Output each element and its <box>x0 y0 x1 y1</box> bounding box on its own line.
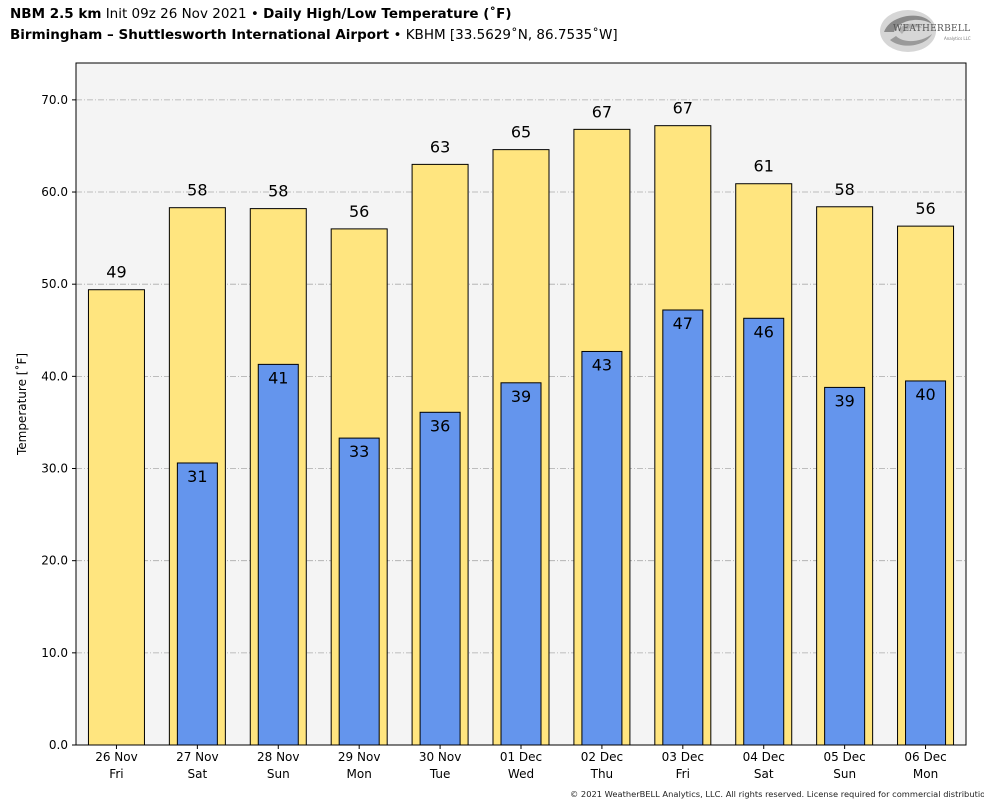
logo-subtext: Analytics LLC <box>944 36 971 41</box>
y-tick-label: 70.0 <box>41 93 68 107</box>
y-tick-label: 20.0 <box>41 554 68 568</box>
low-temp-label: 43 <box>592 355 612 374</box>
logo-wordmark: WEATHERBELL <box>893 24 971 34</box>
x-tick-date: 04 Dec <box>743 750 785 764</box>
station-line: Birmingham – Shuttlesworth International… <box>10 27 618 43</box>
x-tick-weekday: Fri <box>109 767 123 781</box>
y-tick-label: 50.0 <box>41 277 68 291</box>
x-tick-date: 05 Dec <box>823 750 865 764</box>
low-temp-label: 36 <box>430 416 450 435</box>
x-tick-date: 29 Nov <box>338 750 381 764</box>
high-temp-bar <box>87 289 145 746</box>
x-tick-weekday: Mon <box>347 767 372 781</box>
high-temp-label: 58 <box>187 181 207 200</box>
x-tick-weekday: Wed <box>508 767 534 781</box>
low-temp-label: 40 <box>915 385 935 404</box>
y-axis: 0.0 10.0 20.0 30.0 40.0 50.0 60.0 70.0 <box>41 93 76 752</box>
x-tick-date: 28 Nov <box>257 750 300 764</box>
y-tick-label: 40.0 <box>41 369 68 383</box>
low-temp-bar <box>743 317 785 746</box>
x-tick-date: 30 Nov <box>419 750 462 764</box>
y-tick-label: 0.0 <box>49 738 68 752</box>
y-tick-label: 60.0 <box>41 185 68 199</box>
x-tick-weekday: Sun <box>833 767 856 781</box>
low-temp-label: 41 <box>268 368 288 387</box>
bars: 49 58 31 58 41 56 33 63 36 65 39 67 43 67 47 61 46 58 39 56… <box>87 99 955 746</box>
y-tick-label: 10.0 <box>41 646 68 660</box>
x-tick-weekday: Mon <box>913 767 938 781</box>
low-temp-label: 31 <box>187 467 207 486</box>
high-temp-label: 61 <box>754 157 774 176</box>
high-temp-label: 58 <box>834 180 854 199</box>
high-temp-label: 67 <box>673 99 693 118</box>
station-name: Birmingham – Shuttlesworth International… <box>10 27 390 43</box>
x-tick-date: 01 Dec <box>500 750 542 764</box>
low-temp-bar <box>824 386 866 746</box>
low-temp-label: 39 <box>834 391 854 410</box>
x-tick-weekday: Tue <box>429 767 451 781</box>
high-temp-label: 49 <box>106 263 126 282</box>
x-tick-date: 03 Dec <box>662 750 704 764</box>
init-time: Init 09z 26 Nov 2021 <box>105 6 247 22</box>
product-title: Daily High/Low Temperature (˚F) <box>263 6 512 22</box>
low-temp-label: 47 <box>673 314 693 333</box>
x-tick-weekday: Thu <box>590 767 614 781</box>
x-axis: 26 Nov Fri 27 Nov Sat 28 Nov Sun 29 Nov Mon 30 N… <box>95 745 947 781</box>
low-temp-label: 33 <box>349 442 369 461</box>
station-info: KBHM [33.5629˚N, 86.7535˚W] <box>405 27 618 43</box>
copyright-footer: © 2021 WeatherBELL Analytics, LLC. All r… <box>570 789 984 799</box>
high-temp-label: 67 <box>592 102 612 121</box>
low-temp-bar <box>500 382 542 746</box>
x-tick-date: 27 Nov <box>176 750 219 764</box>
x-tick-date: 26 Nov <box>95 750 138 764</box>
x-tick-weekday: Sat <box>188 767 208 781</box>
high-temp-label: 56 <box>915 199 935 218</box>
weatherbell-logo <box>876 6 972 56</box>
high-temp-label: 56 <box>349 202 369 221</box>
low-temp-label: 46 <box>754 322 774 341</box>
weatherbell-swirl-logo-icon <box>880 10 936 52</box>
y-axis-label: Temperature [˚F] <box>14 353 29 456</box>
chart-title-line: NBM 2.5 km Init 09z 26 Nov 2021 • Daily … <box>10 6 512 22</box>
x-tick-date: 06 Dec <box>904 750 946 764</box>
x-tick-weekday: Sat <box>754 767 774 781</box>
x-tick-date: 02 Dec <box>581 750 623 764</box>
low-temp-bar <box>662 309 704 746</box>
low-temp-bar <box>338 437 380 746</box>
low-temp-label: 39 <box>511 387 531 406</box>
x-tick-weekday: Fri <box>676 767 690 781</box>
low-temp-bar <box>905 380 947 746</box>
low-temp-bar <box>176 462 218 746</box>
high-temp-label: 65 <box>511 123 531 142</box>
separator-bullet: • <box>393 27 402 43</box>
high-temp-label: 58 <box>268 182 288 201</box>
separator-bullet: • <box>250 6 259 22</box>
low-temp-bar <box>419 411 461 746</box>
low-temp-bar <box>257 363 299 746</box>
x-tick-weekday: Sun <box>267 767 290 781</box>
high-temp-label: 63 <box>430 137 450 156</box>
low-temp-bar <box>581 350 623 746</box>
model-name: NBM 2.5 km <box>10 6 102 22</box>
y-tick-label: 30.0 <box>41 462 68 476</box>
